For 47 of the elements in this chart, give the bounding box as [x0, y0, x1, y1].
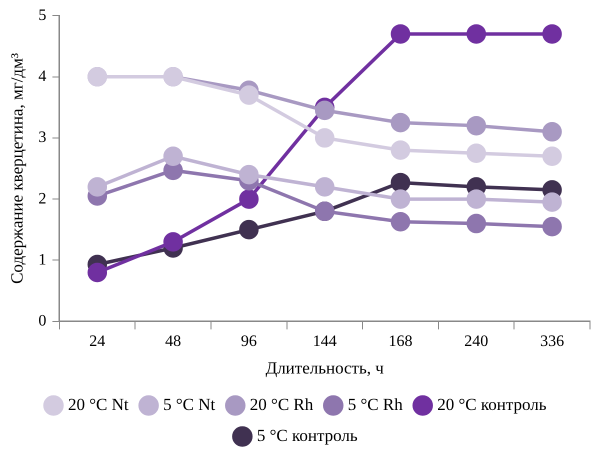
x-tick-label: 24 [89, 333, 106, 350]
legend-label: 5 °C Nt [163, 394, 216, 414]
point [390, 212, 410, 232]
y-tick-label: 0 [38, 312, 46, 330]
legend-label: 5 °C контроль [256, 426, 358, 445]
point [163, 146, 183, 166]
y-tick-label: 5 [38, 6, 46, 24]
x-tick-label: 168 [388, 333, 412, 350]
legend-label: 5 °C Rh [348, 394, 404, 414]
y-tick-label: 2 [38, 190, 46, 208]
point [88, 177, 108, 197]
point [542, 122, 562, 142]
x-tick-label: 96 [240, 333, 257, 350]
y-tick-label: 3 [38, 129, 46, 146]
y-axis-title: Содержание кверцетина, мг/дм³ [8, 53, 27, 284]
point [542, 216, 562, 236]
point [314, 177, 334, 197]
point [390, 112, 410, 132]
x-axis-title: Длительность, ч [266, 358, 384, 378]
point [466, 24, 486, 44]
point [239, 164, 259, 184]
point [542, 192, 562, 212]
point [239, 189, 259, 209]
x-tick-label: 48 [165, 333, 182, 350]
point [314, 128, 334, 148]
point [163, 232, 183, 252]
legend-label: 20 °C Nt [68, 394, 129, 414]
x-tick-label: 336 [540, 333, 564, 350]
point [466, 116, 486, 136]
legend-label: 20 °C Rh [250, 394, 314, 414]
y-tick-label: 1 [38, 251, 46, 268]
point [542, 146, 562, 166]
point [542, 24, 562, 44]
point [239, 85, 259, 105]
y-tick-label: 4 [38, 68, 46, 85]
point [390, 172, 410, 192]
point [390, 189, 410, 209]
x-tick-label: 240 [464, 333, 488, 350]
point [390, 140, 410, 160]
legend-label: 20 °C контроль [437, 394, 547, 414]
point [239, 220, 259, 240]
x-tick-label: 144 [312, 333, 337, 350]
point [466, 143, 486, 163]
point [466, 214, 486, 234]
point [466, 189, 486, 209]
point [88, 262, 108, 282]
point [390, 24, 410, 44]
